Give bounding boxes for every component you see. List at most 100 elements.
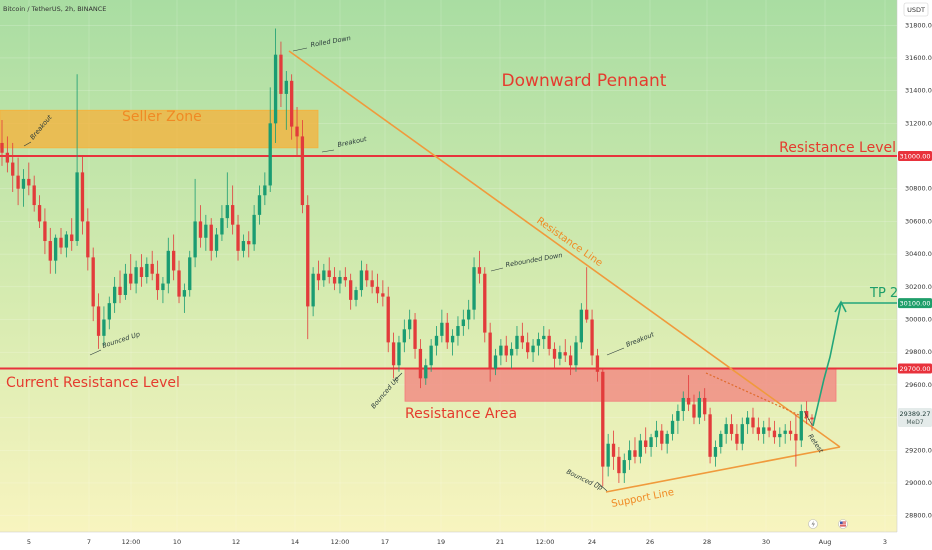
- candle-body: [531, 345, 535, 353]
- candle-body: [461, 319, 465, 327]
- current-price-tag: 29389.27 MeD7: [898, 408, 932, 427]
- candle-body: [391, 342, 396, 366]
- candle-body: [343, 276, 347, 281]
- zones: [0, 109, 837, 402]
- candle-body: [440, 322, 444, 336]
- candle-body: [332, 276, 337, 284]
- seller-zone-label: Seller Zone: [122, 109, 202, 125]
- candle-body: [96, 306, 101, 336]
- candle-body: [804, 411, 809, 418]
- candle-body: [381, 293, 385, 297]
- candle-body: [43, 221, 47, 242]
- candle-body: [681, 397, 685, 412]
- x-axis-ticks: 5 7 12:00 10 12 14 12:00 17 19 21 12:00 24 26 28 30 Aug…: [27, 538, 887, 546]
- candle-body: [799, 411, 803, 441]
- candle-body: [568, 355, 573, 366]
- candle-body: [21, 178, 26, 189]
- x-tick-label: 7: [87, 538, 91, 546]
- x-tick-label: 24: [588, 538, 596, 546]
- y-tick-label: 29200.00: [905, 446, 932, 454]
- candle-body: [70, 234, 74, 242]
- candle-body: [209, 224, 213, 251]
- candle-body: [810, 417, 814, 420]
- candle-body: [37, 205, 42, 222]
- x-tick-label: 12:00: [122, 538, 141, 546]
- x-tick-label: 28: [703, 538, 711, 546]
- candle-body: [735, 433, 739, 444]
- candle-body: [622, 460, 626, 474]
- candle-body: [198, 221, 203, 238]
- candle-body: [123, 273, 128, 295]
- candle-body: [697, 397, 702, 418]
- candle-body: [692, 404, 696, 418]
- candle-body: [633, 450, 637, 457]
- support-trend-line: [605, 446, 841, 493]
- x-tick-label: Aug: [819, 538, 832, 546]
- x-tick-label: 5: [27, 538, 31, 546]
- level-price-tag-text: 30100.00: [899, 299, 930, 307]
- candle-body: [139, 267, 144, 277]
- candle-body: [295, 126, 299, 137]
- candle-body: [177, 270, 181, 297]
- candle-body: [574, 342, 578, 366]
- candle-body: [327, 270, 331, 277]
- target-arrowhead: [834, 300, 847, 313]
- current-resistance-label: Current Resistance Level: [6, 375, 180, 391]
- candle-body: [155, 273, 160, 291]
- candle-body: [263, 185, 267, 196]
- candle-body: [311, 273, 315, 307]
- y-tick-label: 31400.00: [905, 87, 932, 95]
- candle-body: [402, 329, 406, 343]
- candle-body: [64, 234, 69, 248]
- candle-body: [627, 450, 632, 461]
- candle-body: [397, 342, 401, 366]
- candles: [0, 28, 814, 487]
- x-tick-label: 12:00: [331, 538, 350, 546]
- candle-body: [290, 80, 294, 127]
- resistance-area: [404, 368, 837, 402]
- x-tick-label: 17: [381, 538, 389, 546]
- candle-body: [558, 352, 562, 359]
- candle-body: [547, 335, 551, 349]
- x-tick-label: 3: [883, 538, 887, 546]
- candle-body: [493, 355, 498, 369]
- y-tick-label: 30200.00: [905, 283, 932, 291]
- candle-body: [252, 214, 256, 245]
- resistance-trend-line: [288, 50, 841, 448]
- resistance-level-label: Resistance Level: [779, 140, 896, 156]
- candle-body: [322, 270, 326, 281]
- candle-body: [708, 414, 712, 457]
- x-tick-label: 10: [173, 538, 181, 546]
- candle-body: [91, 257, 95, 307]
- candle-body: [166, 250, 170, 284]
- candle-body: [670, 420, 675, 434]
- candle-body: [445, 322, 449, 343]
- candle-body: [526, 342, 530, 353]
- us-flag-icon[interactable]: [838, 519, 848, 529]
- candle-body: [370, 280, 374, 287]
- candle-body: [606, 443, 610, 467]
- candle-body: [788, 430, 793, 434]
- candle-body: [772, 430, 777, 438]
- level-price-tag: [898, 363, 932, 374]
- candle-body: [450, 335, 455, 343]
- candle-body: [230, 205, 235, 225]
- candle-body: [86, 221, 90, 258]
- currency-box[interactable]: [903, 2, 929, 17]
- y-tick-label: 30600.00: [905, 217, 932, 225]
- candle-body: [359, 270, 364, 291]
- candle-body: [171, 250, 176, 271]
- candle-body: [150, 263, 154, 274]
- lightning-icon[interactable]: [808, 519, 818, 529]
- current-price-countdown: MeD7: [906, 419, 923, 426]
- candle-body: [59, 237, 63, 248]
- candle-body: [601, 371, 605, 467]
- candle-body: [585, 309, 589, 320]
- y-tick-label: 31200.00: [905, 119, 932, 127]
- currency-selector[interactable]: USDT: [903, 2, 929, 17]
- candle-body: [456, 326, 460, 336]
- candle-body: [365, 270, 369, 281]
- candle-body: [740, 424, 744, 444]
